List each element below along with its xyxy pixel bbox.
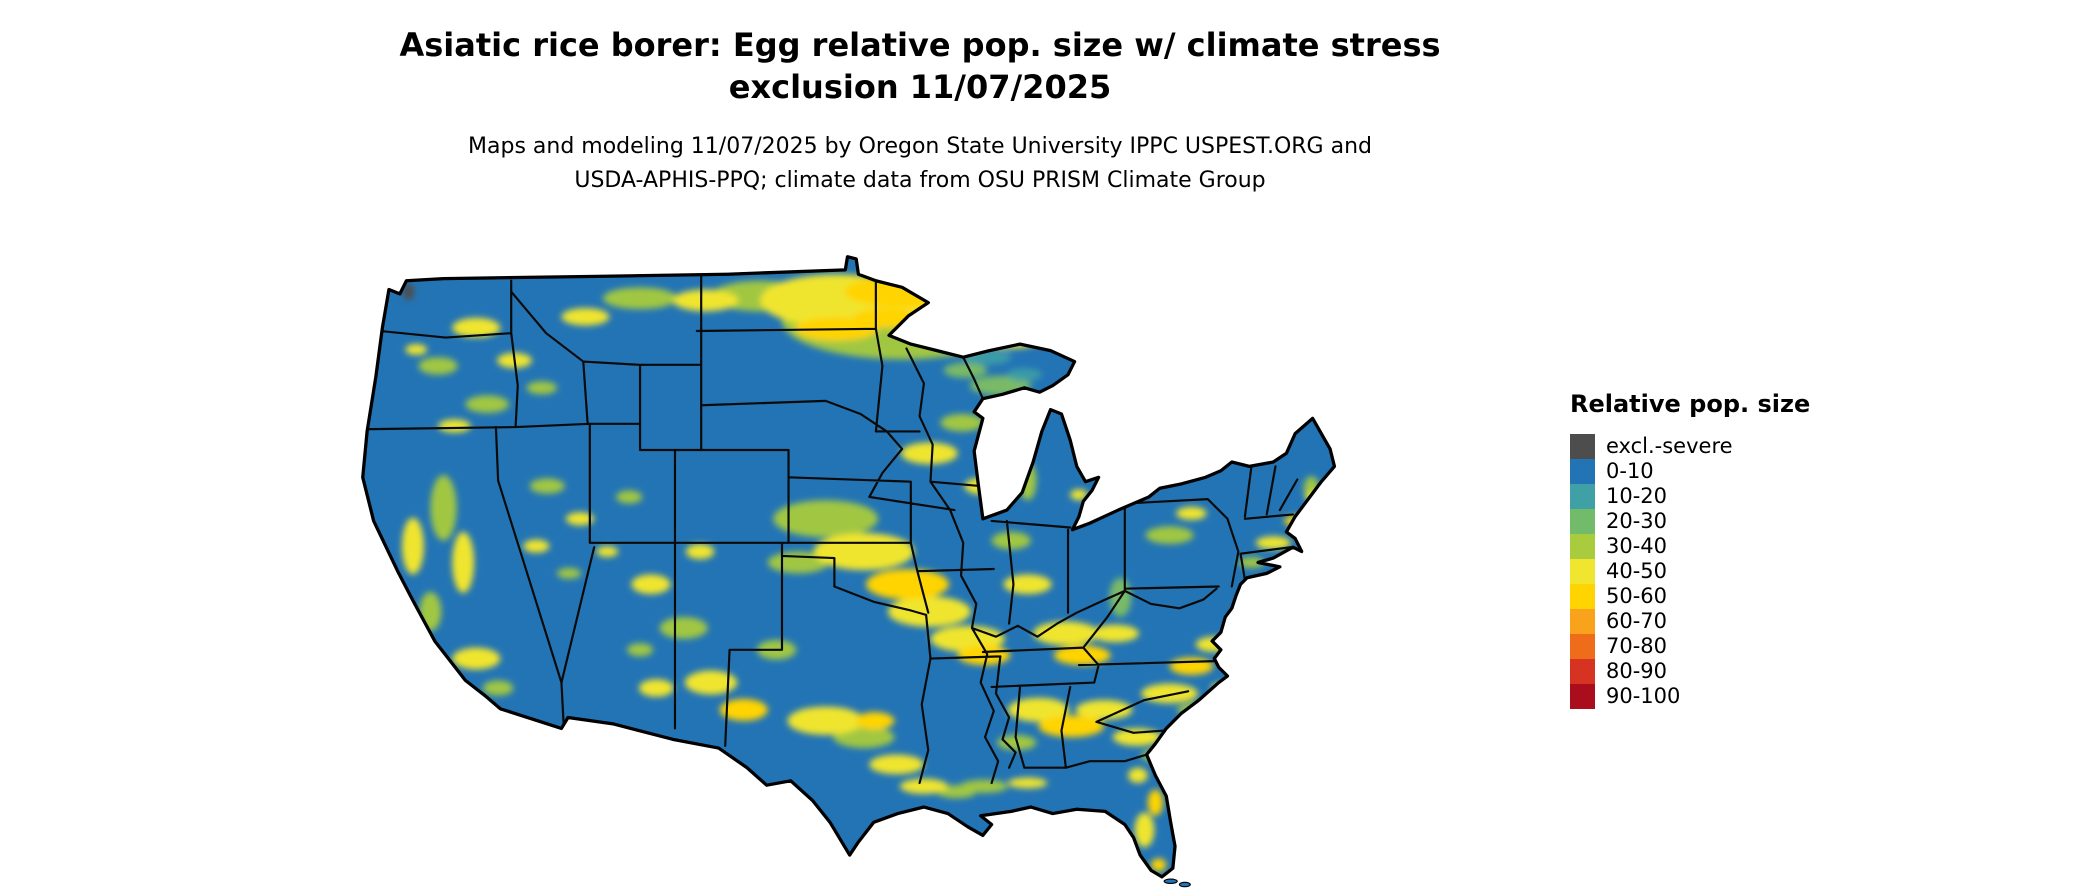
legend-item: 90-100 [1570, 684, 1810, 709]
figure-subtitle: Maps and modeling 11/07/2025 by Oregon S… [0, 130, 1840, 198]
legend-label: 80-90 [1606, 659, 1668, 683]
legend-swatch [1570, 434, 1595, 459]
legend-label: excl.-severe [1606, 434, 1733, 458]
legend-label: 10-20 [1606, 484, 1668, 508]
legend-title: Relative pop. size [1570, 390, 1811, 418]
legend-item: 10-20 [1570, 484, 1810, 509]
figure-header: Asiatic rice borer: Egg relative pop. si… [0, 24, 1840, 198]
legend-swatch [1570, 484, 1595, 509]
legend-label: 70-80 [1606, 634, 1668, 658]
legend-label: 60-70 [1606, 609, 1668, 633]
legend-swatch [1570, 584, 1595, 609]
florida-keys [1163, 878, 1191, 888]
legend-swatch [1570, 609, 1595, 634]
legend-item: 80-90 [1570, 659, 1810, 684]
legend-swatch [1570, 684, 1595, 709]
state-borders [362, 270, 1299, 785]
legend-swatch [1570, 534, 1595, 559]
legend-label: 20-30 [1606, 509, 1668, 533]
legend-label: 30-40 [1606, 534, 1668, 558]
page-title-line1: Asiatic rice borer: Egg relative pop. si… [399, 26, 1441, 64]
legend-item: 30-40 [1570, 534, 1810, 559]
legend-item: 60-70 [1570, 609, 1810, 634]
legend-item: excl.-severe [1570, 434, 1810, 459]
legend-swatch [1570, 659, 1595, 684]
page-title-line2: exclusion 11/07/2025 [728, 68, 1112, 106]
legend: Relative pop. size excl.-severe 0-10 10-… [1570, 390, 1810, 709]
legend-swatch [1570, 634, 1595, 659]
legend-item: 70-80 [1570, 634, 1810, 659]
us-map [300, 224, 1526, 890]
state-borders-layer [362, 270, 1299, 785]
legend-item: 40-50 [1570, 559, 1810, 584]
legend-swatch [1570, 459, 1595, 484]
legend-label: 0-10 [1606, 459, 1654, 483]
legend-label: 50-60 [1606, 584, 1668, 608]
legend-item: 20-30 [1570, 509, 1810, 534]
legend-swatch [1570, 559, 1595, 584]
subtitle-line1: Maps and modeling 11/07/2025 by Oregon S… [468, 134, 1372, 159]
us-map-svg [361, 255, 1337, 888]
legend-item: 0-10 [1570, 459, 1810, 484]
legend-item: 50-60 [1570, 584, 1810, 609]
subtitle-line2: USDA-APHIS-PPQ; climate data from OSU PR… [574, 168, 1266, 193]
legend-label: 90-100 [1606, 684, 1681, 708]
excluded-severe-patch [403, 282, 415, 301]
legend-label: 40-50 [1606, 559, 1668, 583]
legend-swatch [1570, 509, 1595, 534]
